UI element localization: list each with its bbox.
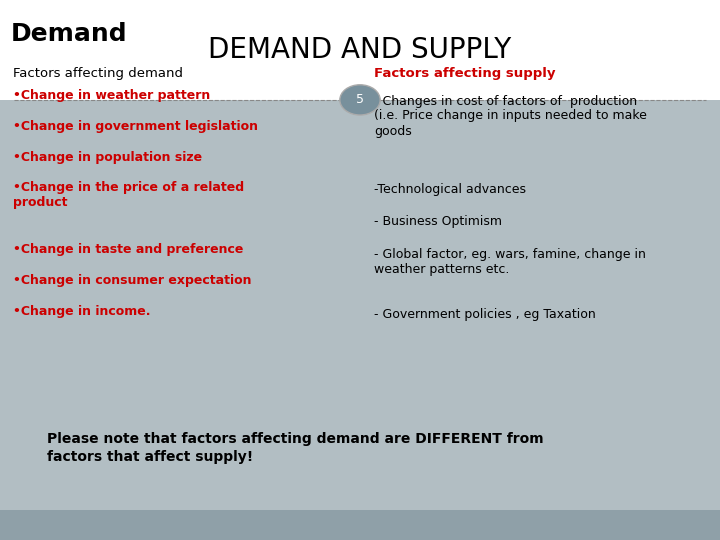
Text: - Government policies , eg Taxation: - Government policies , eg Taxation bbox=[374, 308, 596, 321]
Text: 5: 5 bbox=[356, 93, 364, 106]
Text: •Change in weather pattern: •Change in weather pattern bbox=[13, 89, 210, 102]
Text: - Changes in cost of factors of  production
(i.e. Price change in inputs needed : - Changes in cost of factors of producti… bbox=[374, 94, 647, 138]
Text: DEMAND AND SUPPLY: DEMAND AND SUPPLY bbox=[208, 36, 512, 64]
FancyBboxPatch shape bbox=[0, 510, 720, 540]
Text: •Change in population size: •Change in population size bbox=[13, 151, 202, 164]
Circle shape bbox=[340, 85, 380, 115]
Text: - Business Optimism: - Business Optimism bbox=[374, 215, 503, 228]
FancyBboxPatch shape bbox=[0, 0, 720, 100]
Text: -Technological advances: -Technological advances bbox=[374, 183, 526, 196]
Text: •Change in government legislation: •Change in government legislation bbox=[13, 120, 258, 133]
FancyBboxPatch shape bbox=[0, 100, 720, 510]
Text: •Change in the price of a related
product: •Change in the price of a related produc… bbox=[13, 181, 244, 210]
Text: Factors affecting supply: Factors affecting supply bbox=[374, 68, 556, 80]
Text: •Change in income.: •Change in income. bbox=[13, 305, 150, 318]
Text: •Change in taste and preference: •Change in taste and preference bbox=[13, 243, 243, 256]
Text: Factors affecting demand: Factors affecting demand bbox=[13, 68, 183, 80]
Text: Please note that factors affecting demand are DIFFERENT from
factors that affect: Please note that factors affecting deman… bbox=[47, 432, 544, 464]
Text: •Change in consumer expectation: •Change in consumer expectation bbox=[13, 274, 251, 287]
Text: Demand: Demand bbox=[11, 22, 127, 45]
Text: - Global factor, eg. wars, famine, change in
weather patterns etc.: - Global factor, eg. wars, famine, chang… bbox=[374, 247, 647, 275]
